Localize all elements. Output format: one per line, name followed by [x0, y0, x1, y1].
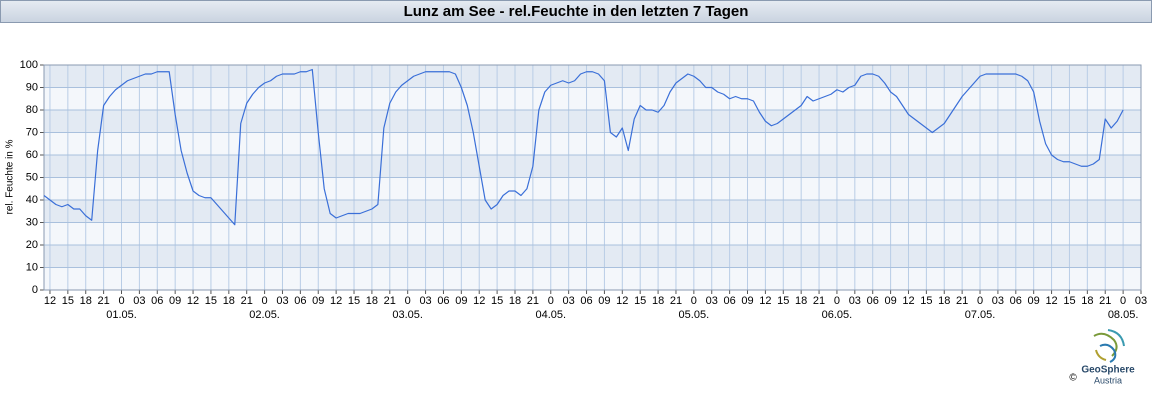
copyright: © — [1069, 373, 1077, 384]
chart-title: Lunz am See - rel.Feuchte in den letzten… — [404, 3, 749, 20]
date-label: 02.05. — [249, 309, 280, 321]
x-tick-label: 12 — [473, 295, 485, 307]
x-tick-label: 21 — [527, 295, 539, 307]
y-tick-label: 90 — [26, 81, 38, 93]
x-tick-label: 03 — [276, 295, 288, 307]
band — [44, 65, 1141, 88]
logo-name: GeoSphere — [1081, 365, 1135, 376]
x-tick-label: 06 — [724, 295, 736, 307]
x-tick-label: 18 — [938, 295, 950, 307]
x-tick-label: 0 — [548, 295, 554, 307]
x-tick-label: 09 — [1028, 295, 1040, 307]
date-label: 08.05. — [1108, 309, 1139, 321]
x-tick-label: 09 — [598, 295, 610, 307]
x-tick-label: 09 — [741, 295, 753, 307]
x-tick-label: 15 — [205, 295, 217, 307]
plot-area: 12 15 18 21 0 03 06 09 12 15 18 21 0 03 06 09 12 15 18 21 0 0… — [20, 59, 1147, 321]
x-tick-label: 06 — [1010, 295, 1022, 307]
x-tick-label: 06 — [867, 295, 879, 307]
x-tick-label: 12 — [902, 295, 914, 307]
logo: GeoSphere Austria © — [1069, 329, 1135, 385]
x-tick-label: 06 — [294, 295, 306, 307]
band — [44, 245, 1141, 268]
y-tick-label: 80 — [26, 104, 38, 116]
x-tick-label: 18 — [652, 295, 664, 307]
x-tick-label: 09 — [884, 295, 896, 307]
x-tick-label: 21 — [241, 295, 253, 307]
x-tick-label: 15 — [920, 295, 932, 307]
x-tick-label: 03 — [849, 295, 861, 307]
x-tick-label: 0 — [405, 295, 411, 307]
x-tick-label: 18 — [223, 295, 235, 307]
band — [44, 110, 1141, 133]
x-tick-label: 15 — [777, 295, 789, 307]
x-tick-label: 03 — [133, 295, 145, 307]
y-tick-label: 40 — [26, 194, 38, 206]
x-tick-label: 21 — [97, 295, 109, 307]
x-tick-label: 03 — [563, 295, 575, 307]
y-tick-label: 100 — [20, 59, 38, 71]
x-tick-label: 03 — [419, 295, 431, 307]
date-label: 01.05. — [106, 309, 137, 321]
date-label: 06.05. — [822, 309, 853, 321]
x-tick-label: 12 — [44, 295, 56, 307]
y-axis-label: rel. Feuchte in % — [5, 139, 16, 214]
x-tick-label: 0 — [691, 295, 697, 307]
date-label: 04.05. — [535, 309, 566, 321]
x-tick-label: 12 — [330, 295, 342, 307]
plot-border — [43, 64, 1142, 291]
x-tick-label: 18 — [80, 295, 92, 307]
band — [44, 200, 1141, 223]
x-tick-label: 15 — [634, 295, 646, 307]
date-label: 07.05. — [965, 309, 996, 321]
x-tick-label: 21 — [956, 295, 968, 307]
y-tick-label: 70 — [26, 126, 38, 138]
x-tick-label: 06 — [151, 295, 163, 307]
x-tick-label: 15 — [1063, 295, 1075, 307]
x-tick-label: 0 — [834, 295, 840, 307]
x-tick-label: 03 — [1135, 295, 1147, 307]
x-tick-label: 09 — [312, 295, 324, 307]
x-tick-label: 0 — [118, 295, 124, 307]
logo-icon — [1093, 329, 1125, 363]
y-tick-label: 0 — [32, 284, 38, 296]
x-tick-label: 12 — [1045, 295, 1057, 307]
x-tick-label: 15 — [62, 295, 74, 307]
x-tick-label: 0 — [262, 295, 268, 307]
x-tick-label: 12 — [616, 295, 628, 307]
x-tick-label: 03 — [992, 295, 1004, 307]
data-line — [43, 68, 1124, 226]
date-label: 03.05. — [392, 309, 423, 321]
x-tick-label: 06 — [580, 295, 592, 307]
x-tick-label: 21 — [670, 295, 682, 307]
x-tick-label: 12 — [187, 295, 199, 307]
x-tick-label: 12 — [759, 295, 771, 307]
x-tick-label: 21 — [813, 295, 825, 307]
x-tick-label: 21 — [384, 295, 396, 307]
x-tick-label: 18 — [795, 295, 807, 307]
x-tick-label: 0 — [1120, 295, 1126, 307]
y-tick-label: 50 — [26, 171, 38, 183]
y-tick-label: 30 — [26, 216, 38, 228]
x-tick-label: 0 — [977, 295, 983, 307]
x-tick-label: 09 — [455, 295, 467, 307]
x-tick-label: 09 — [169, 295, 181, 307]
x-tick-label: 03 — [706, 295, 718, 307]
band — [44, 155, 1141, 178]
x-tick-label: 21 — [1099, 295, 1111, 307]
logo-sub: Austria — [1094, 375, 1122, 385]
x-tick-label: 15 — [491, 295, 503, 307]
y-tick-label: 10 — [26, 261, 38, 273]
x-tick-label: 15 — [348, 295, 360, 307]
x-tick-label: 06 — [437, 295, 449, 307]
x-tick-label: 18 — [1081, 295, 1093, 307]
date-label: 05.05. — [679, 309, 710, 321]
x-tick-label: 18 — [366, 295, 378, 307]
y-tick-label: 60 — [26, 149, 38, 161]
x-tick-label: 18 — [509, 295, 521, 307]
y-tick-label: 20 — [26, 239, 38, 251]
